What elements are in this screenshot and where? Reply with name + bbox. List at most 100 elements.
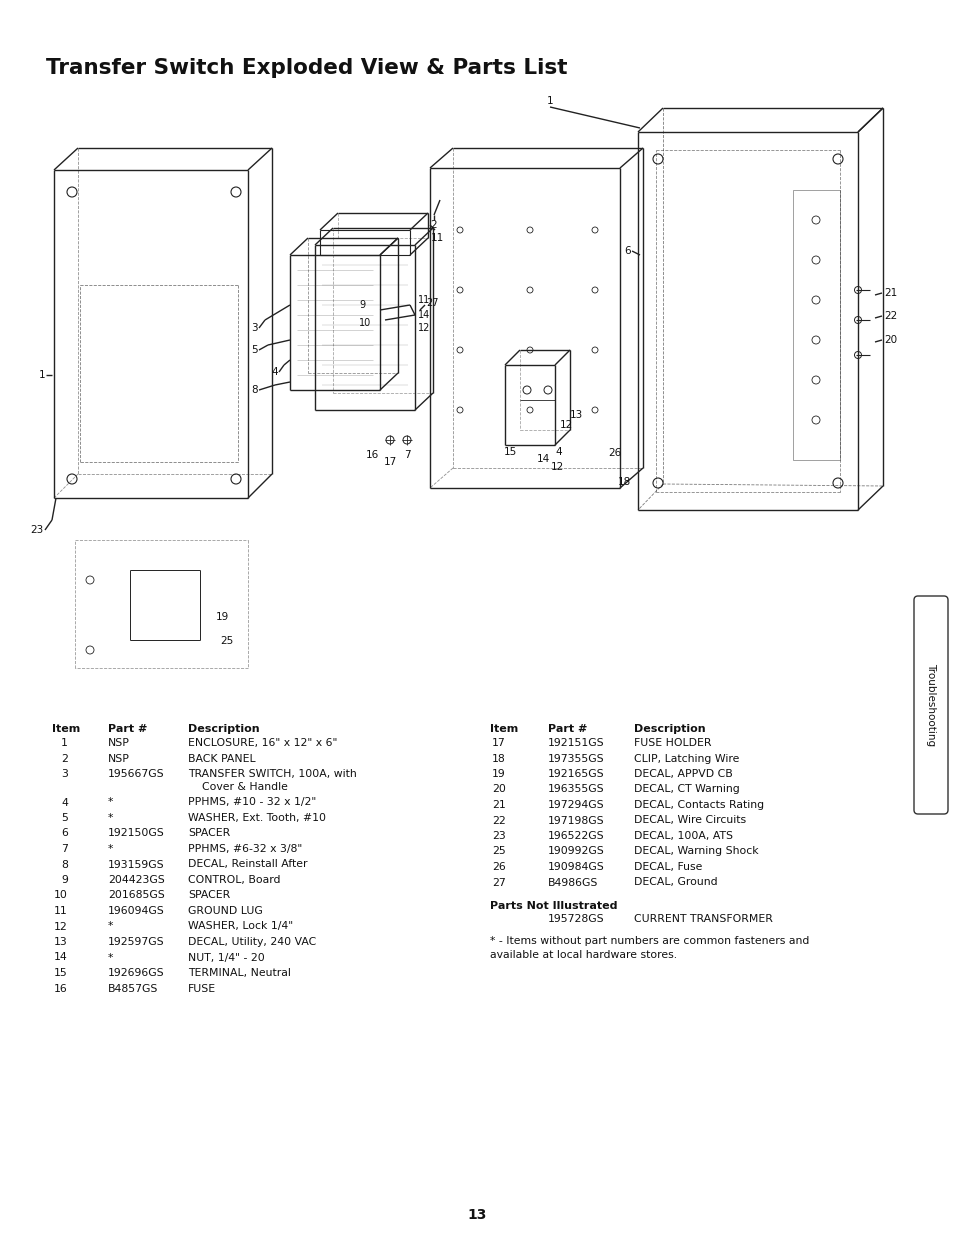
Text: *: * xyxy=(108,844,113,853)
Text: 8: 8 xyxy=(251,385,257,395)
Text: WASHER, Lock 1/4": WASHER, Lock 1/4" xyxy=(188,921,293,931)
Text: 7: 7 xyxy=(403,450,410,459)
Text: DECAL, APPVD CB: DECAL, APPVD CB xyxy=(634,769,732,779)
Text: * - Items without part numbers are common fasteners and: * - Items without part numbers are commo… xyxy=(490,936,808,946)
Text: TERMINAL, Neutral: TERMINAL, Neutral xyxy=(188,968,291,978)
Text: 20: 20 xyxy=(492,784,505,794)
Text: B4857GS: B4857GS xyxy=(108,983,158,993)
Text: 196094GS: 196094GS xyxy=(108,906,165,916)
Text: 192165GS: 192165GS xyxy=(547,769,604,779)
Text: DECAL, Contacts Rating: DECAL, Contacts Rating xyxy=(634,800,763,810)
Text: 8: 8 xyxy=(61,860,68,869)
Text: 25: 25 xyxy=(220,636,233,646)
Text: 19: 19 xyxy=(492,769,505,779)
Text: WASHER, Ext. Tooth, #10: WASHER, Ext. Tooth, #10 xyxy=(188,813,326,823)
Text: 13: 13 xyxy=(467,1208,486,1221)
Text: Description: Description xyxy=(634,724,705,734)
Text: 7: 7 xyxy=(61,844,68,853)
Text: 2: 2 xyxy=(430,220,436,230)
Text: 16: 16 xyxy=(54,983,68,993)
Text: 195667GS: 195667GS xyxy=(108,769,165,779)
Text: 197355GS: 197355GS xyxy=(547,753,604,763)
Text: 11: 11 xyxy=(54,906,68,916)
Text: 13: 13 xyxy=(569,410,582,420)
Text: 5: 5 xyxy=(61,813,68,823)
Text: *: * xyxy=(108,813,113,823)
Text: 23: 23 xyxy=(492,831,505,841)
Text: 3: 3 xyxy=(251,324,257,333)
Text: DECAL, Utility, 240 VAC: DECAL, Utility, 240 VAC xyxy=(188,937,315,947)
Text: 23: 23 xyxy=(30,525,44,535)
Text: Troubleshooting: Troubleshooting xyxy=(925,663,935,747)
Text: available at local hardware stores.: available at local hardware stores. xyxy=(490,951,677,961)
Text: 192150GS: 192150GS xyxy=(108,829,165,839)
Text: SPACER: SPACER xyxy=(188,829,230,839)
Text: 204423GS: 204423GS xyxy=(108,876,165,885)
Text: PPHMS, #6-32 x 3/8": PPHMS, #6-32 x 3/8" xyxy=(188,844,302,853)
Text: NSP: NSP xyxy=(108,753,130,763)
Text: 190992GS: 190992GS xyxy=(547,846,604,857)
Text: 6: 6 xyxy=(623,246,630,256)
Text: 10: 10 xyxy=(54,890,68,900)
Text: Part #: Part # xyxy=(108,724,147,734)
Text: Transfer Switch Exploded View & Parts List: Transfer Switch Exploded View & Parts Li… xyxy=(46,58,567,78)
Text: 11: 11 xyxy=(430,233,443,243)
Text: 22: 22 xyxy=(883,311,897,321)
Text: 3: 3 xyxy=(61,769,68,779)
Text: 21: 21 xyxy=(492,800,505,810)
Text: 2: 2 xyxy=(61,753,68,763)
Text: FUSE: FUSE xyxy=(188,983,216,993)
Text: 19: 19 xyxy=(215,613,229,622)
Text: Cover & Handle: Cover & Handle xyxy=(202,783,288,793)
Text: 21: 21 xyxy=(883,288,897,298)
Text: 27: 27 xyxy=(492,878,505,888)
Text: 10: 10 xyxy=(358,317,371,329)
Text: ENCLOSURE, 16" x 12" x 6": ENCLOSURE, 16" x 12" x 6" xyxy=(188,739,337,748)
Text: 11: 11 xyxy=(417,295,430,305)
Text: TRANSFER SWITCH, 100A, with: TRANSFER SWITCH, 100A, with xyxy=(188,769,356,779)
Text: 192696GS: 192696GS xyxy=(108,968,165,978)
Text: 17: 17 xyxy=(492,739,505,748)
Text: 25: 25 xyxy=(492,846,505,857)
Text: FUSE HOLDER: FUSE HOLDER xyxy=(634,739,711,748)
Text: DECAL, Ground: DECAL, Ground xyxy=(634,878,717,888)
Text: 26: 26 xyxy=(492,862,505,872)
FancyBboxPatch shape xyxy=(913,597,947,814)
Text: 6: 6 xyxy=(61,829,68,839)
Text: 1: 1 xyxy=(38,370,45,380)
Text: SPACER: SPACER xyxy=(188,890,230,900)
Text: 16: 16 xyxy=(365,450,378,459)
Text: 4: 4 xyxy=(61,798,68,808)
Text: 5: 5 xyxy=(251,345,257,354)
Text: NSP: NSP xyxy=(108,739,130,748)
Text: Description: Description xyxy=(188,724,259,734)
Text: 197198GS: 197198GS xyxy=(547,815,604,825)
Text: 17: 17 xyxy=(383,457,396,467)
Text: 4: 4 xyxy=(271,367,277,377)
Text: GROUND LUG: GROUND LUG xyxy=(188,906,262,916)
Text: 196522GS: 196522GS xyxy=(547,831,604,841)
Text: 20: 20 xyxy=(883,335,896,345)
Text: 12: 12 xyxy=(550,462,563,472)
Text: 201685GS: 201685GS xyxy=(108,890,165,900)
Text: B4986GS: B4986GS xyxy=(547,878,598,888)
Text: 197294GS: 197294GS xyxy=(547,800,604,810)
Text: 4: 4 xyxy=(555,447,561,457)
Text: Parts Not Illustrated: Parts Not Illustrated xyxy=(490,902,617,911)
Text: 9: 9 xyxy=(358,300,365,310)
Text: 9: 9 xyxy=(61,876,68,885)
Text: 196355GS: 196355GS xyxy=(547,784,604,794)
Text: 14: 14 xyxy=(536,454,549,464)
Text: PPHMS, #10 - 32 x 1/2": PPHMS, #10 - 32 x 1/2" xyxy=(188,798,315,808)
Text: 1: 1 xyxy=(546,96,553,106)
Text: 14: 14 xyxy=(54,952,68,962)
Text: 193159GS: 193159GS xyxy=(108,860,165,869)
Text: 15: 15 xyxy=(503,447,517,457)
Text: *: * xyxy=(108,952,113,962)
Text: CONTROL, Board: CONTROL, Board xyxy=(188,876,280,885)
Text: DECAL, Reinstall After: DECAL, Reinstall After xyxy=(188,860,307,869)
Text: 192597GS: 192597GS xyxy=(108,937,165,947)
Text: 18: 18 xyxy=(492,753,505,763)
Text: CLIP, Latching Wire: CLIP, Latching Wire xyxy=(634,753,739,763)
Text: Part #: Part # xyxy=(547,724,587,734)
